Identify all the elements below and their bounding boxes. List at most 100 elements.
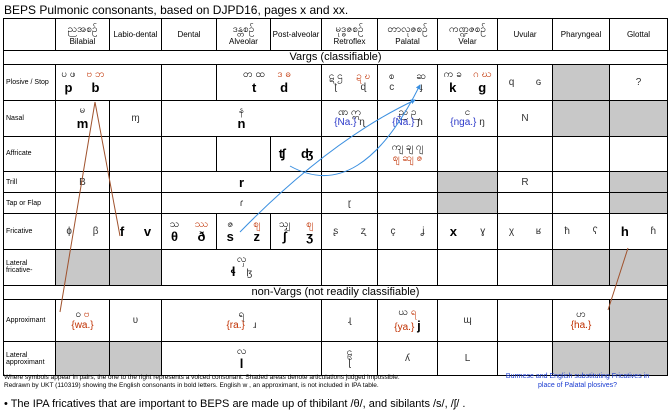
col-pharyngeal: Pharyngeal xyxy=(552,18,610,51)
cell-nasal-palatal: ည ဉ {Ña.} ɲ xyxy=(377,99,438,137)
cell-approximant-bilabial: ဝ ဗ {wa.} xyxy=(55,299,110,343)
header-row: ညအစဉ် Bilabial Labio-dental Dental ဒန္တစဉ… xyxy=(3,18,668,51)
cell-tap-palatal xyxy=(377,192,438,215)
cell-latfric-labiodental xyxy=(109,248,162,286)
section-nonvargs: non-Vargs (not readily classifiable) xyxy=(3,284,668,301)
cell-nasal-uvular: N xyxy=(497,99,553,137)
bullet-text: • The IPA fricatives that are important … xyxy=(4,398,466,410)
cell-affricate-palatal: ကျ ချ ဂျဈ ဆျ ဇ xyxy=(377,135,438,173)
cell-latapprox-glottal xyxy=(609,341,668,376)
row-label-affricate: Affricate xyxy=(3,135,56,173)
cell-trill-glottal xyxy=(609,171,668,194)
cell-latfric-velar xyxy=(437,248,498,286)
cell-affricate-retroflex xyxy=(321,135,378,173)
col-bilabial: ညအစဉ် Bilabial xyxy=(55,18,110,51)
cell-approximant-retroflex: ɻ xyxy=(321,299,378,343)
row-label-nasal: Nasal xyxy=(3,99,56,137)
row-trill: Trill B r R xyxy=(3,171,668,194)
cell-tap-bilabial xyxy=(55,192,110,215)
cell-latfric-uvular xyxy=(497,248,553,286)
cell-plosive-dental xyxy=(161,64,217,101)
cell-trill-labiodental xyxy=(109,171,162,194)
cell-plosive-pharyngeal xyxy=(552,64,610,101)
section-vargs: Vargs (classifiable) xyxy=(3,49,668,66)
col-postalveolar: Post-alveolar xyxy=(270,18,322,51)
cell-trill-retroflex xyxy=(321,171,378,194)
cell-plosive-glottal: ? xyxy=(609,64,668,101)
cell-trill-bilabial: B xyxy=(55,171,110,194)
cell-fricative-postalveolar: သျှ ʃ ဈ ʒ xyxy=(270,213,322,250)
cell-trill-velar xyxy=(437,171,498,194)
consonant-chart: ညအစဉ် Bilabial Labio-dental Dental ဒန္တစဉ… xyxy=(3,18,668,376)
cell-affricate-velar xyxy=(437,135,498,173)
cell-tap-glottal xyxy=(609,192,668,215)
cell-tap-velar xyxy=(437,192,498,215)
cell-affricate-dental xyxy=(161,135,217,173)
cell-trill-palatal xyxy=(377,171,438,194)
cell-approximant-alveolar: ရ {ra.} ɹ xyxy=(161,299,322,343)
col-alveolar: ဒန္တစဉ် Alveolar xyxy=(216,18,271,51)
row-tap: Tap or Flap ɾ ɽ xyxy=(3,192,668,215)
col-labiodental: Labio-dental xyxy=(109,18,162,51)
cell-latfric-retroflex xyxy=(321,248,378,286)
cell-affricate-labiodental xyxy=(109,135,162,173)
row-label-approximant: Approximant xyxy=(3,299,56,343)
row-label-plosive: Plosive / Stop xyxy=(3,64,56,101)
cell-latfric-alveolar: လှ ɬ ɮ xyxy=(161,248,322,286)
cell-latapprox-pharyngeal xyxy=(552,341,610,376)
row-label-trill: Trill xyxy=(3,171,56,194)
col-uvular: Uvular xyxy=(497,18,553,51)
row-label-fricative: Fricative xyxy=(3,213,56,250)
cell-latfric-glottal xyxy=(609,248,668,286)
row-label-latfric: Lateral fricative- xyxy=(3,248,56,286)
row-label-latapprox: Lateral approximant xyxy=(3,341,56,376)
footnote: Where symbols appear in pairs, the one t… xyxy=(4,374,400,389)
cell-nasal-pharyngeal xyxy=(552,99,610,137)
cell-trill-uvular: R xyxy=(497,171,553,194)
col-retroflex: မုဒ္ဓဇစဉ် Retroflex xyxy=(321,18,378,51)
cell-approximant-glottal xyxy=(609,299,668,343)
cell-latapprox-uvular xyxy=(497,341,553,376)
cell-affricate-uvular xyxy=(497,135,553,173)
cell-approximant-pharyngeal: ဟ {ha.} xyxy=(552,299,610,343)
row-label-tap: Tap or Flap xyxy=(3,192,56,215)
col-dental: Dental xyxy=(161,18,217,51)
cell-approximant-labiodental: ʋ xyxy=(109,299,162,343)
row-latfric: Lateral fricative- လှ ɬ ɮ xyxy=(3,248,668,286)
blue-note: Burmese and English substituting Fricati… xyxy=(505,373,650,389)
cell-approximant-palatal: ယ ရ {ya.} j xyxy=(377,299,438,343)
col-velar: ကဏ္ဍဇစဉ် Velar xyxy=(437,18,498,51)
cell-affricate-bilabial xyxy=(55,135,110,173)
cell-tap-retroflex: ɽ xyxy=(321,192,378,215)
cell-latfric-palatal xyxy=(377,248,438,286)
cell-nasal-retroflex: ဏ ဣ {Na.} ɳ xyxy=(321,99,378,137)
cell-nasal-labiodental: ɱ xyxy=(109,99,162,137)
cell-trill-pharyngeal xyxy=(552,171,610,194)
cell-approximant-velar: ɰ xyxy=(437,299,498,343)
cell-tap-pharyngeal xyxy=(552,192,610,215)
cell-affricate-alveolar xyxy=(216,135,271,173)
